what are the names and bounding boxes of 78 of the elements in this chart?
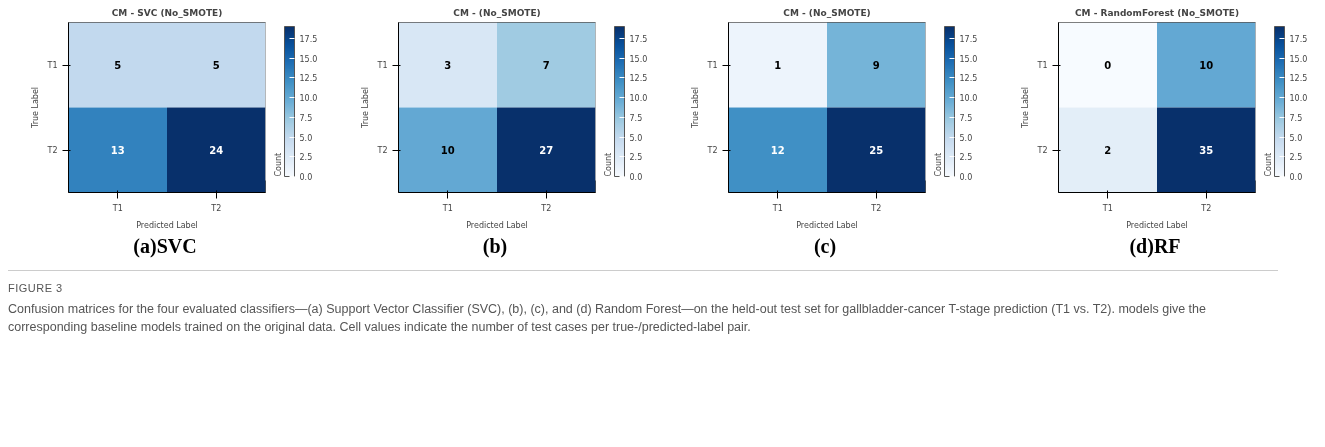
color-bar-label: 12.5 [1289, 74, 1308, 84]
text: (d)RF [1128, 234, 1182, 260]
color-bar-label: 17.5 [629, 34, 648, 44]
text: (a)SVC [132, 234, 198, 259]
data-label: 3 [444, 60, 452, 71]
data-label: 7 [542, 60, 550, 71]
y-axis-title: True Label [360, 86, 370, 130]
data-label: 13 [110, 145, 125, 156]
color-bar-label: 2.5 [1289, 153, 1303, 163]
color-bar-label: 0.0 [299, 173, 313, 182]
y-axis-title: True Label [690, 86, 700, 130]
color-bar-label: 2.5 [959, 153, 973, 163]
color-bar-label: 0.0 [1289, 173, 1303, 182]
x-axis-title: Predicted Label [1126, 220, 1188, 230]
color-bar-title: Count [603, 152, 613, 177]
x-tick-label: T2 [1200, 203, 1212, 213]
color-bar-label: 17.5 [1289, 34, 1308, 44]
data-label: 2 [1104, 145, 1112, 156]
text: Confusion matrices for the four evaluated classifiers—(a) Support Vector Classifier (SVC), (b), (c), and (d) Random Forest—on the held-out test set for gallbladder-cancer T-stage prediction (T1 vs. T2). models give the corresponding baseline models trained on the original data. Cell values indicate the number of test cases per true-/predicted-label pair. [8, 300, 1207, 336]
x-axis-title: Predicted Label [796, 220, 858, 230]
color-bar-title: Count [273, 152, 283, 177]
data-label: 35 [1199, 145, 1214, 156]
x-tick-label: T1 [111, 203, 123, 213]
x-tick-label: T2 [870, 203, 882, 213]
color-bar-label: 5.0 [629, 133, 643, 143]
data-label: 25 [869, 145, 884, 156]
data-label: 0 [1104, 60, 1112, 71]
data-label: 9 [872, 60, 880, 71]
color-bar-label: 12.5 [629, 74, 648, 84]
caption: FIGURE 3 [8, 281, 64, 296]
color-bar-label: 17.5 [299, 34, 318, 44]
color-bar-label: 15.0 [1289, 54, 1308, 64]
data-label: 12 [770, 145, 785, 156]
color-bar-label: 17.5 [959, 34, 978, 44]
x-tick-label: T1 [441, 203, 453, 213]
data-label: 10 [440, 145, 455, 156]
color-bar-label: 10.0 [629, 94, 648, 104]
data-label: 5 [114, 60, 122, 71]
data-label: 5 [212, 60, 220, 71]
color-bar-label: 15.0 [629, 54, 648, 64]
x-tick-label: T1 [1101, 203, 1113, 213]
color-bar-label: 2.5 [629, 153, 643, 163]
data-label: 27 [539, 145, 554, 156]
chart-title: CM - (No_SMOTE) [783, 7, 871, 18]
color-bar-label: 10.0 [959, 94, 978, 104]
color-bar-label: 15.0 [959, 54, 978, 64]
x-axis-title: Predicted Label [466, 220, 528, 230]
color-bar-label: 7.5 [629, 113, 643, 123]
color-bar-title: Count [1263, 152, 1273, 177]
color-bar-label: 5.0 [1289, 133, 1303, 143]
color-bar-label: 2.5 [299, 153, 313, 163]
color-bar-label: 5.0 [959, 133, 973, 143]
chart-title: CM - (No_SMOTE) [453, 7, 541, 18]
color-bar-label: 15.0 [299, 54, 318, 64]
x-tick-label: T2 [540, 203, 552, 213]
text: (b) [481, 234, 509, 260]
color-bar-label: 7.5 [1289, 113, 1303, 123]
color-bar-title: Count [933, 152, 943, 177]
x-axis-title: Predicted Label [136, 220, 198, 230]
data-label: 24 [209, 145, 224, 156]
color-bar-label: 7.5 [959, 113, 973, 123]
color-bar-label: 12.5 [959, 74, 978, 84]
color-bar-label: 10.0 [299, 94, 318, 104]
color-bar-label: 5.0 [299, 133, 313, 143]
chart-title: CM - SVC (No_SMOTE) [111, 7, 223, 18]
color-bar-label: 12.5 [299, 74, 318, 84]
data-label: 10 [1199, 60, 1214, 71]
y-axis-title: True Label [1020, 86, 1030, 130]
color-bar-label: 0.0 [629, 173, 643, 182]
color-bar-label: 7.5 [299, 113, 313, 123]
color-bar-label: 10.0 [1289, 94, 1308, 104]
data-label: 1 [774, 60, 782, 71]
y-axis-title: True Label [30, 86, 40, 130]
color-bar-label: 0.0 [959, 173, 973, 182]
chart-title: CM - RandomForest (No_SMOTE) [1074, 7, 1240, 18]
text: (c) [812, 234, 838, 260]
x-tick-label: T2 [210, 203, 222, 213]
x-tick-label: T1 [771, 203, 783, 213]
